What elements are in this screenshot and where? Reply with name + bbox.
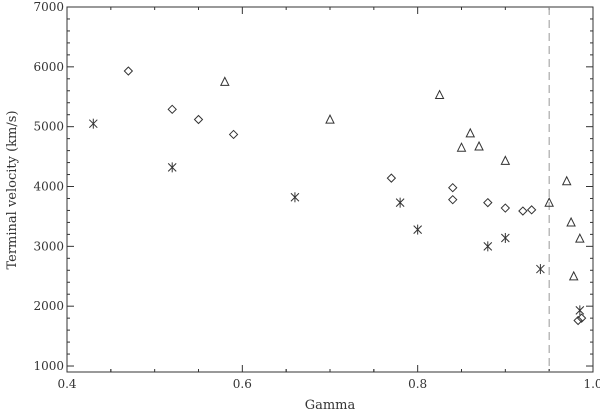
asterisk-point — [500, 232, 510, 243]
triangle-point — [434, 89, 445, 100]
asterisk-point — [575, 305, 585, 316]
diamond-point — [386, 173, 397, 183]
triangle-point — [566, 216, 576, 227]
asterisk-point — [536, 264, 545, 275]
diamond-point — [526, 205, 537, 215]
x-tick-label: 0.4 — [57, 377, 76, 391]
y-tick-label: 2000 — [33, 299, 64, 313]
triangle-point — [219, 76, 230, 86]
diamond-point — [573, 315, 583, 326]
asterisk-point — [413, 224, 423, 235]
asterisk-point — [483, 241, 493, 252]
diamond-point — [193, 114, 204, 125]
y-axis: 1000 2000 3000 4000 5000 6000 7000 — [33, 0, 593, 373]
diamond-point — [518, 206, 528, 216]
data-points — [88, 66, 587, 326]
diamond-point — [448, 194, 458, 205]
y-tick-label: 1000 — [33, 359, 64, 373]
x-tick-label: 0.8 — [408, 377, 427, 391]
x-axis-title: Gamma — [305, 398, 356, 413]
diamond-point — [167, 104, 177, 115]
y-tick-label: 5000 — [33, 120, 64, 134]
diamond-point — [500, 203, 511, 213]
x-tick-label: 0.6 — [233, 377, 252, 391]
asterisk-point — [290, 192, 300, 203]
x-axis: 0.4 0.6 0.8 1.0 — [57, 7, 600, 391]
triangle-point — [474, 140, 484, 151]
diamond-point — [448, 182, 458, 193]
triangle-point — [500, 155, 511, 165]
y-tick-label: 3000 — [33, 239, 64, 253]
triangle-point — [561, 175, 572, 186]
triangle-point — [325, 113, 335, 124]
asterisk-point — [88, 118, 98, 129]
triangle-point — [465, 127, 476, 138]
triangle-point — [575, 233, 585, 243]
y-tick-label: 7000 — [33, 0, 64, 14]
x-tick-label: 1.0 — [583, 377, 600, 391]
triangle-point — [544, 197, 554, 207]
plot-frame — [66, 6, 594, 373]
y-tick-label: 4000 — [33, 180, 64, 194]
diamond-point — [576, 313, 587, 323]
triangle-point — [456, 142, 467, 152]
asterisk-point — [167, 162, 177, 173]
diamond-point — [228, 129, 239, 140]
triangle-point — [568, 270, 579, 281]
y-axis-title: Terminal velocity (km/s) — [5, 110, 20, 269]
y-tick-label: 6000 — [33, 60, 64, 74]
diamond-point — [483, 197, 493, 208]
diamond-point — [123, 66, 134, 76]
asterisk-point — [395, 197, 405, 208]
